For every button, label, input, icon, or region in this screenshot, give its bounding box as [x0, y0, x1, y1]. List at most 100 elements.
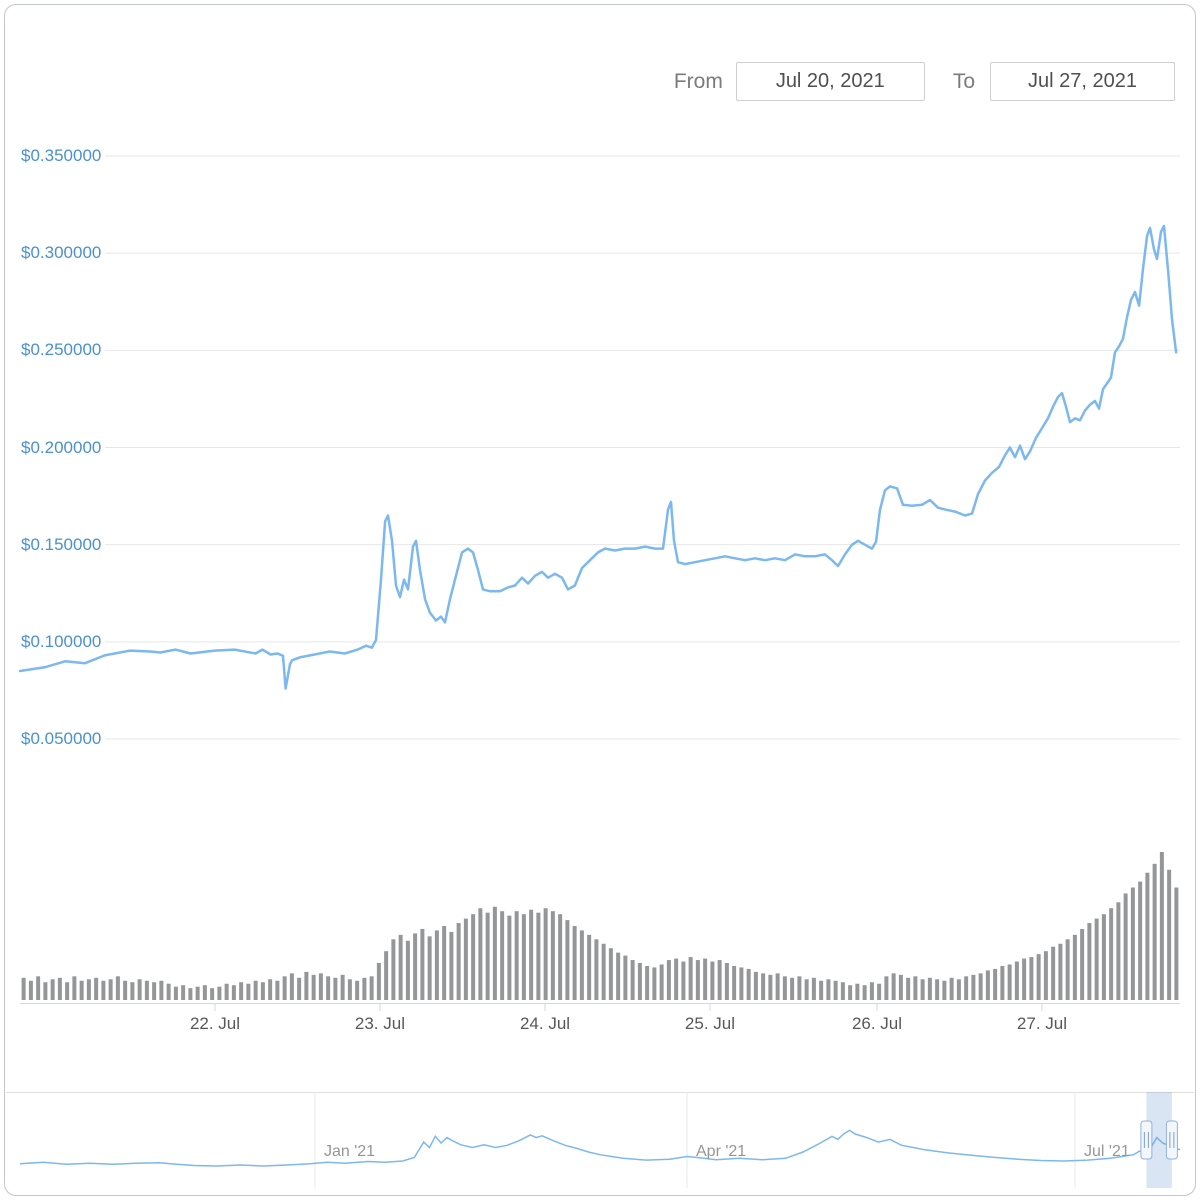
volume-bar [1130, 887, 1135, 1000]
volume-bar [550, 911, 555, 1000]
volume-bar [768, 974, 773, 1000]
volume-bar [173, 986, 178, 1000]
volume-bar [514, 911, 519, 1000]
volume-bar [1152, 863, 1157, 1000]
volume-bar [942, 980, 947, 1000]
volume-bar [1174, 887, 1179, 1000]
volume-bar [65, 982, 70, 1000]
volume-bar [732, 965, 737, 1000]
volume-bar [297, 977, 302, 1000]
volume-bar [253, 980, 258, 1000]
volume-bar [137, 979, 142, 1000]
navigator-right-handle[interactable] [1165, 1120, 1178, 1160]
volume-bar [848, 985, 853, 1000]
volume-bar [1014, 961, 1019, 1000]
volume-bar [210, 988, 215, 1000]
volume-bar [1094, 918, 1099, 1000]
volume-bar [1000, 965, 1005, 1000]
volume-bar [485, 912, 490, 1000]
volume-bar [347, 979, 352, 1000]
volume-bar [521, 914, 526, 1000]
volume-bar [398, 934, 403, 1000]
volume-bar [405, 940, 410, 1000]
volume-bar [971, 974, 976, 1000]
volume-bar [463, 918, 468, 1000]
volume-bar [601, 943, 606, 1000]
volume-bar [231, 985, 236, 1000]
volume-bar [224, 983, 229, 1000]
volume-bar [94, 977, 99, 1000]
from-date-input[interactable] [735, 62, 925, 101]
volume-bar [318, 973, 323, 1000]
date-range-controls: From To [674, 62, 1175, 101]
volume-bar [594, 939, 599, 1000]
volume-bar [811, 977, 816, 1000]
volume-bar [340, 974, 345, 1000]
volume-bar [391, 939, 396, 1000]
volume-bar [826, 979, 831, 1000]
volume-bar [572, 926, 577, 1000]
volume-bar [630, 960, 635, 1000]
volume-bar [935, 979, 940, 1000]
volume-bar [1138, 881, 1143, 1000]
volume-bar [362, 977, 367, 1000]
volume-bar [703, 958, 708, 1000]
volume-bar [108, 979, 113, 1000]
navigator-left-handle[interactable] [1140, 1120, 1153, 1160]
volume-bar [790, 977, 795, 1000]
volume-bar [311, 974, 316, 1000]
volume-bar [1007, 964, 1012, 1000]
volume-bar [906, 977, 911, 1000]
volume-bar [746, 968, 751, 1000]
volume-bar [884, 976, 889, 1000]
volume-bar [333, 977, 338, 1000]
volume-bar [877, 983, 882, 1000]
volume-bar [434, 930, 439, 1000]
volume-bar [869, 982, 874, 1000]
volume-bar [920, 979, 925, 1000]
volume-bar [471, 914, 476, 1000]
to-date-input[interactable] [990, 62, 1175, 101]
volume-bar [695, 960, 700, 1000]
volume-bar [72, 976, 77, 1000]
volume-bar [1145, 872, 1150, 1000]
volume-bar [217, 986, 222, 1000]
volume-bar [456, 923, 461, 1000]
volume-bar [376, 963, 381, 1000]
volume-bar [1065, 939, 1070, 1000]
volume-bar [717, 960, 722, 1000]
volume-bar [1058, 943, 1063, 1000]
volume-bar [956, 979, 961, 1000]
plot-area[interactable] [20, 120, 1180, 1005]
price-line [18, 224, 1178, 690]
volume-bar [579, 930, 584, 1000]
volume-bar [304, 971, 309, 1000]
volume-bar [674, 958, 679, 1000]
volume-bar [993, 968, 998, 1000]
volume-bar [753, 971, 758, 1000]
volume-bar [1043, 951, 1048, 1000]
volume-bar [739, 967, 744, 1000]
volume-bar [289, 973, 294, 1000]
volume-bar [123, 980, 128, 1000]
volume-bar [507, 915, 512, 1000]
volume-bar [28, 980, 33, 1000]
volume-bar [1101, 914, 1106, 1000]
volume-bar [427, 936, 432, 1000]
volume-bar [645, 965, 650, 1000]
to-label: To [952, 69, 975, 93]
volume-bar [688, 957, 693, 1000]
volume-bar [36, 976, 41, 1000]
volume-bar [384, 951, 389, 1000]
volume-bar [21, 977, 26, 1000]
volume-bar [239, 982, 244, 1000]
volume-bar [1029, 957, 1034, 1000]
volume-bar [1123, 893, 1128, 1000]
volume-bar [413, 933, 418, 1000]
navigator-track[interactable] [20, 1092, 1180, 1188]
volume-bar [130, 982, 135, 1000]
volume-bar [492, 906, 497, 1000]
volume-bar [246, 983, 251, 1000]
volume-bar [1051, 946, 1056, 1000]
volume-bar [478, 908, 483, 1000]
